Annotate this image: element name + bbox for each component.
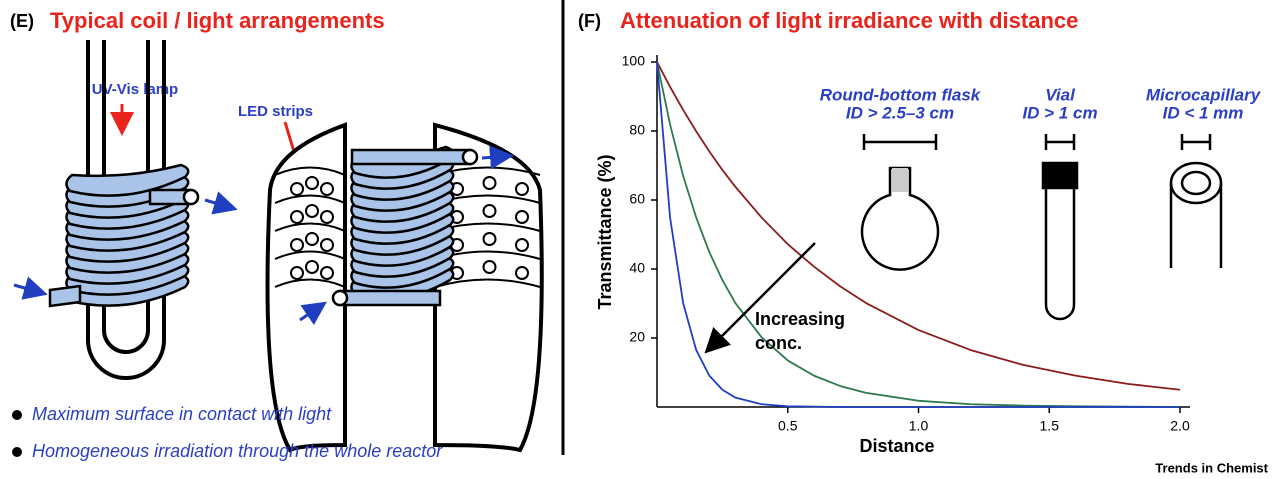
led	[482, 260, 497, 274]
bullet	[12, 410, 22, 420]
bullet	[12, 447, 22, 457]
led	[305, 176, 319, 190]
led	[290, 238, 304, 252]
led	[305, 260, 319, 274]
reactor-walls	[265, 122, 544, 453]
led	[515, 182, 529, 196]
led	[305, 204, 319, 218]
x-tick-label: 1.0	[909, 418, 929, 434]
chart-title: Attenuation of light irradiance with dis…	[620, 8, 1078, 33]
annotation: Increasing	[755, 309, 845, 329]
coil-end	[350, 148, 472, 166]
annotation-arrow	[704, 242, 816, 354]
y-tick-label: 100	[622, 53, 646, 69]
vessel-size: ID > 2.5–3 cm	[846, 103, 954, 122]
vessel-icons	[860, 134, 1223, 321]
coil-opening	[461, 148, 479, 166]
annotation: conc.	[755, 333, 802, 353]
led	[320, 210, 334, 224]
bullet-text: Homogeneous irradiation through the whol…	[32, 441, 443, 461]
led	[320, 182, 334, 196]
bullet-text: Maximum surface in contact with light	[32, 404, 332, 424]
led-band	[274, 278, 346, 288]
y-tick-label: 80	[629, 122, 645, 138]
led	[290, 210, 304, 224]
led	[320, 238, 334, 252]
coil-turn	[65, 163, 190, 197]
coil-opening	[182, 188, 200, 206]
vessel-name: Round-bottom flask	[820, 85, 982, 104]
led-band	[274, 166, 346, 176]
coil-opening	[331, 289, 349, 307]
panel-label: (F)	[578, 11, 601, 31]
lamp-label: UV-Vis lamp	[92, 81, 178, 98]
led-band	[274, 194, 346, 204]
series-line	[656, 61, 1181, 391]
flow-arrow	[13, 276, 48, 300]
series-line	[656, 61, 1180, 408]
y-tick-label: 40	[629, 260, 645, 276]
x-axis-label: Distance	[859, 436, 934, 456]
led	[515, 266, 529, 280]
coil	[299, 145, 514, 326]
flow-arrow	[481, 145, 514, 170]
led	[305, 232, 319, 246]
panel-label: (E)	[10, 11, 34, 31]
y-tick-label: 60	[629, 191, 645, 207]
flow-arrow	[204, 191, 238, 215]
coil-end	[338, 289, 442, 307]
led	[482, 204, 497, 218]
panel-title: Typical coil / light arrangements	[50, 8, 385, 33]
vessel-name: Vial	[1045, 85, 1076, 104]
led	[290, 266, 304, 280]
led-band	[274, 250, 346, 260]
y-axis-label: Transmittance (%)	[595, 154, 615, 309]
coil	[13, 163, 238, 308]
flow-arrow	[299, 301, 327, 326]
series-line	[656, 61, 1181, 408]
led	[482, 176, 497, 190]
vessel-size: ID > 1 cm	[1022, 103, 1097, 122]
vessel-name: Microcapillary	[1146, 85, 1262, 104]
led	[515, 238, 529, 252]
led-label: LED strips	[238, 103, 313, 120]
x-tick-label: 1.5	[1040, 418, 1060, 434]
y-tick-label: 20	[629, 329, 645, 345]
led	[320, 266, 334, 280]
led-band	[434, 278, 541, 288]
lamp	[86, 40, 166, 380]
led	[515, 210, 529, 224]
led	[482, 232, 497, 246]
footer: Trends in Chemist	[1155, 460, 1268, 475]
led-band	[274, 222, 346, 232]
x-tick-label: 0.5	[778, 418, 798, 434]
led	[290, 182, 304, 196]
vessel-size: ID < 1 mm	[1163, 103, 1244, 122]
led-array	[274, 166, 541, 288]
x-tick-label: 2.0	[1170, 418, 1190, 434]
coil-end	[48, 284, 82, 308]
